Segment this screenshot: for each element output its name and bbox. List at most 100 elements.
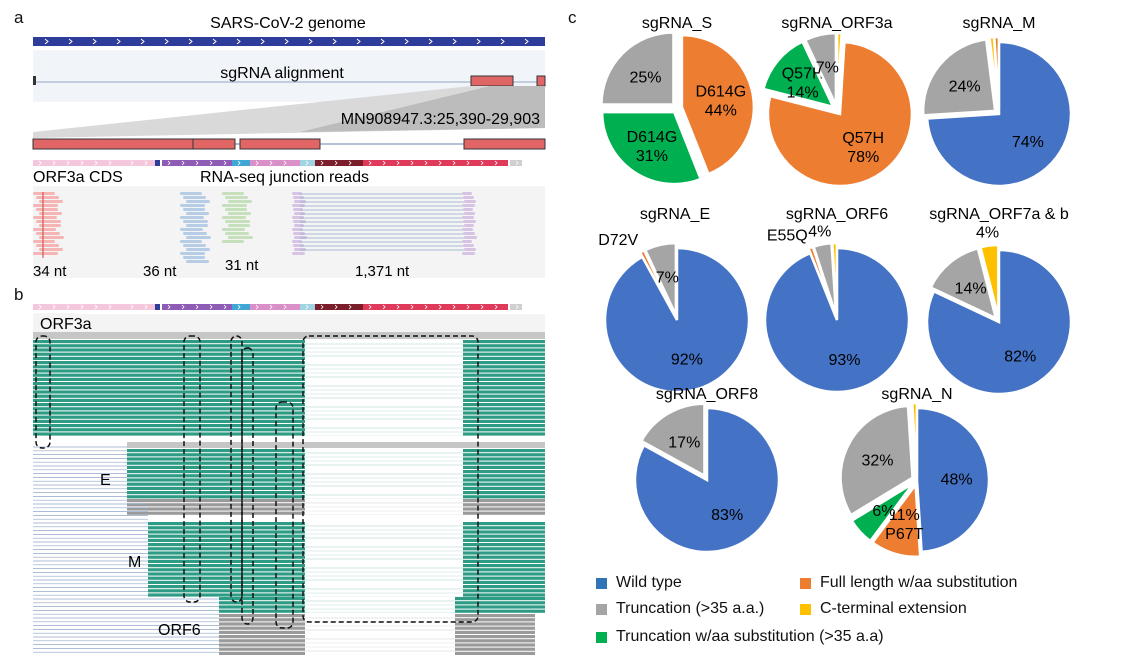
chevron-icon xyxy=(410,304,414,310)
exon-block xyxy=(32,138,194,150)
gene-segment xyxy=(250,304,300,310)
read-gap xyxy=(305,511,463,515)
legend-item-truncation-sub: Truncation w/aa substitution (>35 a.a) xyxy=(596,628,884,646)
pie-title: sgRNA_N xyxy=(881,386,952,403)
junction-read xyxy=(462,192,472,195)
chevron-icon xyxy=(269,160,273,166)
junction-read xyxy=(292,192,302,195)
legend-swatch xyxy=(800,603,811,615)
junction-read xyxy=(294,200,306,203)
read-gap xyxy=(305,356,463,360)
gene-segment xyxy=(33,304,125,310)
read-gap xyxy=(305,609,455,613)
legend-swatch xyxy=(596,631,607,643)
pie-slice-label: 82% xyxy=(1004,348,1036,365)
pie-slice-label: 14% xyxy=(955,281,987,298)
pie-slice-label: 24% xyxy=(949,79,981,96)
chevron-icon xyxy=(80,304,84,310)
alignment-title: sgRNA alignment xyxy=(220,65,344,82)
chevron-icon xyxy=(284,38,289,45)
read-gap xyxy=(305,419,463,423)
pie-slice xyxy=(600,110,703,186)
pie-title: sgRNA_ORF6 xyxy=(786,206,888,223)
pie-slice-label: 11% P67T xyxy=(885,507,923,543)
gene-segment xyxy=(232,304,250,310)
cds-label: ORF3a CDS xyxy=(33,169,123,186)
junction-read xyxy=(228,200,252,203)
read-row xyxy=(33,415,545,419)
read-row xyxy=(33,344,545,348)
read-gap xyxy=(305,415,463,419)
read-gap xyxy=(305,601,455,605)
read-row xyxy=(33,403,545,407)
panel-letter-c: c xyxy=(568,8,577,27)
pie-slice-label: 4% xyxy=(808,224,831,241)
read-gap xyxy=(305,564,463,568)
chevron-icon xyxy=(305,160,309,166)
chevron-icon xyxy=(396,160,400,166)
read-gap xyxy=(305,618,455,622)
chevron-icon xyxy=(494,304,498,310)
read-length-label: 31 nt xyxy=(225,257,259,274)
junction-read xyxy=(462,228,473,231)
junction-read xyxy=(183,244,206,247)
chevron-icon xyxy=(236,38,241,45)
read-gap xyxy=(305,605,455,609)
junction-read xyxy=(39,200,63,203)
pie-slice xyxy=(766,40,914,188)
pie-slice xyxy=(639,402,706,478)
chevron-icon xyxy=(144,160,148,166)
read-gap xyxy=(305,635,455,639)
pie-chart: sgRNA_ORF6 93% E55Q 4% xyxy=(763,206,911,394)
read-gap xyxy=(305,499,463,503)
chevron-icon xyxy=(209,160,213,166)
read-gap xyxy=(305,457,463,461)
gene-segment xyxy=(162,304,232,310)
pie-slice xyxy=(803,31,838,106)
junction-read xyxy=(292,204,305,207)
chevron-icon xyxy=(66,304,70,310)
junction-read xyxy=(36,244,59,247)
read-gap xyxy=(305,470,463,474)
read-gap xyxy=(305,403,463,407)
read-gap xyxy=(305,352,463,356)
junction-read xyxy=(222,240,244,243)
pie-slice xyxy=(600,31,675,106)
chevron-icon xyxy=(255,304,259,310)
pie-title: sgRNA_E xyxy=(640,206,710,223)
chevron-icon xyxy=(334,160,338,166)
chevron-icon xyxy=(428,38,433,45)
read-gap xyxy=(305,593,463,597)
read-gap xyxy=(305,449,463,453)
junction-read xyxy=(293,208,303,211)
alignment-exon xyxy=(536,75,546,87)
chevron-icon xyxy=(348,160,352,166)
read-gap xyxy=(305,568,463,572)
orf3a-label-backdrop xyxy=(33,314,545,334)
gene-segment xyxy=(363,160,508,166)
read-gap xyxy=(305,394,463,398)
junction-read xyxy=(180,228,203,231)
pie-slice-label: 92% xyxy=(671,351,703,368)
pie-slice-label: 17% xyxy=(668,435,700,452)
read-row xyxy=(33,369,545,373)
chevron-icon xyxy=(269,304,273,310)
read-gap xyxy=(305,377,463,381)
junction-read xyxy=(225,220,250,223)
read-gap xyxy=(305,386,463,390)
pie-slice xyxy=(925,40,1073,188)
pie-slice xyxy=(633,406,781,554)
pileup-label-m: M xyxy=(128,554,141,571)
gene-segment xyxy=(125,304,155,310)
genome-track xyxy=(33,37,545,46)
pie-slice-label: D72V xyxy=(598,232,638,249)
pileup-label-orf3a: ORF3a xyxy=(40,316,92,333)
chevron-icon xyxy=(466,304,470,310)
chevron-icon xyxy=(80,160,84,166)
chevron-icon xyxy=(181,304,185,310)
chevron-icon xyxy=(181,160,185,166)
chevron-icon xyxy=(52,160,56,166)
highlight-box xyxy=(183,335,201,603)
read-gap xyxy=(305,461,463,465)
pie-slice xyxy=(870,481,922,559)
